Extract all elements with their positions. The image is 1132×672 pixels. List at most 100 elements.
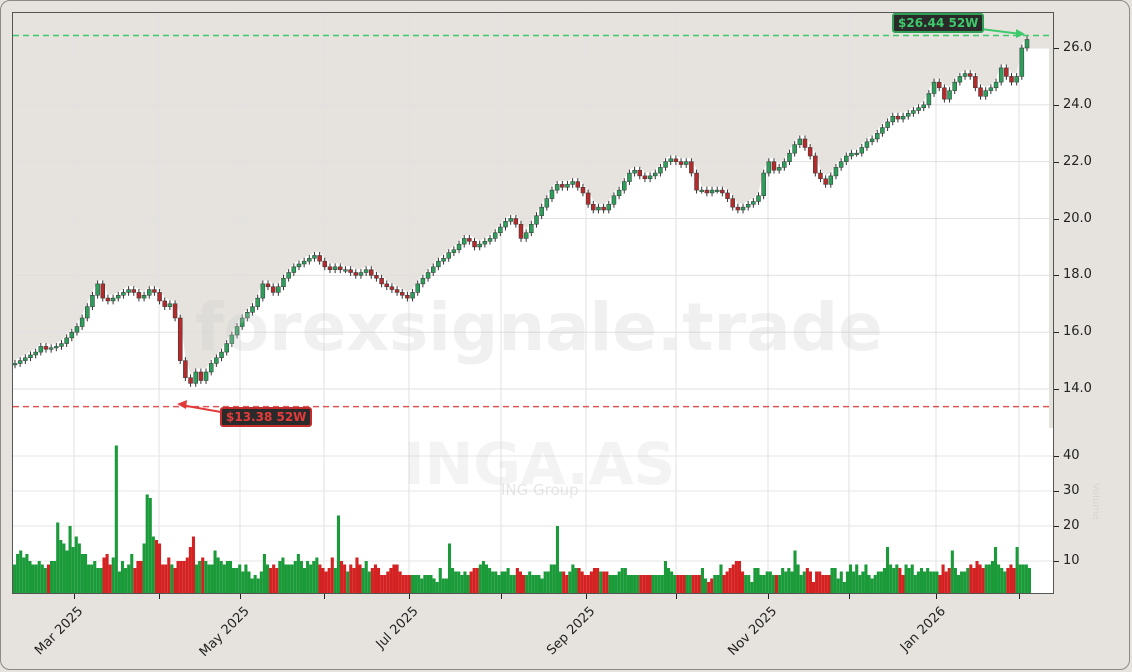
volume-bar <box>59 540 63 593</box>
volume-bar <box>787 568 791 593</box>
price-tick-mark <box>1054 161 1059 163</box>
volume-bar <box>302 568 307 593</box>
candle <box>188 377 193 384</box>
candle <box>255 297 260 307</box>
volume-bar <box>549 564 553 593</box>
volume-bar <box>225 561 229 593</box>
volume-bar <box>583 575 587 593</box>
candle <box>570 181 575 185</box>
candle <box>415 283 420 293</box>
candle <box>59 343 64 347</box>
volume-bar <box>670 571 674 593</box>
volume-bar <box>426 575 430 593</box>
candle <box>926 93 932 106</box>
candle <box>203 371 209 381</box>
volume-bar <box>941 564 945 593</box>
volume-bar <box>37 561 41 593</box>
candle <box>761 172 766 197</box>
volume-tick-label: 40 <box>1063 448 1080 463</box>
volume-bar <box>299 561 303 593</box>
volume-bar <box>269 568 273 593</box>
volume-bar <box>309 564 313 593</box>
candle <box>451 249 457 253</box>
volume-bar <box>216 557 220 593</box>
volume-tick-mark <box>1054 526 1059 527</box>
volume-tick-label: 10 <box>1063 553 1080 568</box>
candle <box>146 289 152 296</box>
candle <box>110 297 116 302</box>
volume-bar <box>762 575 766 593</box>
volume-bar <box>540 578 544 593</box>
volume-bar <box>472 568 476 593</box>
volume-bar <box>796 564 800 593</box>
candle <box>756 195 761 202</box>
volume-bar <box>423 575 427 593</box>
volume-bar <box>719 564 723 593</box>
candle <box>90 295 95 307</box>
candle <box>332 266 338 270</box>
volume-bar <box>463 571 467 593</box>
candle <box>183 360 188 378</box>
candle <box>699 189 704 192</box>
volume-bar <box>478 564 482 593</box>
candle <box>245 312 250 319</box>
volume-bar <box>127 564 131 593</box>
candle <box>606 204 612 211</box>
volume-bar <box>188 547 192 593</box>
volume-bar <box>333 568 337 593</box>
volume-bar <box>580 571 584 593</box>
volume-bar <box>608 575 612 593</box>
volume-axis-label: Volume <box>1090 483 1101 521</box>
candle <box>833 167 839 177</box>
candle <box>301 260 307 265</box>
candle <box>854 152 859 155</box>
volume-bar <box>96 568 100 593</box>
volume-bar <box>913 575 917 593</box>
candle <box>802 138 808 148</box>
volume-bar <box>201 557 205 593</box>
candle <box>296 263 302 268</box>
volume-bar <box>19 550 23 593</box>
volume-bar <box>639 575 643 593</box>
volume-bar <box>367 571 371 593</box>
volume-bar <box>185 557 189 593</box>
volume-bar <box>494 571 498 593</box>
candle <box>787 152 792 162</box>
candle <box>565 184 570 188</box>
volume-bar <box>296 554 300 593</box>
candle <box>539 206 544 216</box>
candle <box>694 172 699 191</box>
candle <box>74 326 80 333</box>
volume-bar <box>855 564 859 593</box>
volume-bar <box>383 575 387 593</box>
volume-bar <box>997 564 1001 593</box>
volume-bar <box>528 571 532 593</box>
volume-bar <box>170 564 174 593</box>
candle <box>601 206 606 211</box>
volume-bar <box>657 575 661 593</box>
volume-bar <box>330 557 334 593</box>
candle <box>678 161 684 165</box>
volume-bar <box>99 568 103 593</box>
volume-bar <box>923 571 927 593</box>
volume-bar <box>151 536 155 593</box>
volume-bar <box>250 578 254 593</box>
candle <box>549 189 555 199</box>
volume-bar <box>244 564 248 593</box>
candle <box>276 286 281 293</box>
candle <box>931 81 937 94</box>
volume-bar <box>753 568 757 593</box>
candle <box>167 303 173 307</box>
volume-bar <box>80 554 84 593</box>
volume-bar <box>111 557 115 593</box>
volume-bar <box>1027 568 1031 593</box>
low-52w-badge: $13.38 52W <box>220 407 313 427</box>
volume-bar <box>407 575 411 593</box>
volume-bar <box>741 571 745 593</box>
volume-bar <box>830 568 834 593</box>
volume-bar <box>555 526 560 593</box>
volume-bar <box>679 575 683 593</box>
volume-bar <box>876 571 880 593</box>
volume-bar <box>707 582 711 593</box>
volume-bar <box>694 575 698 593</box>
